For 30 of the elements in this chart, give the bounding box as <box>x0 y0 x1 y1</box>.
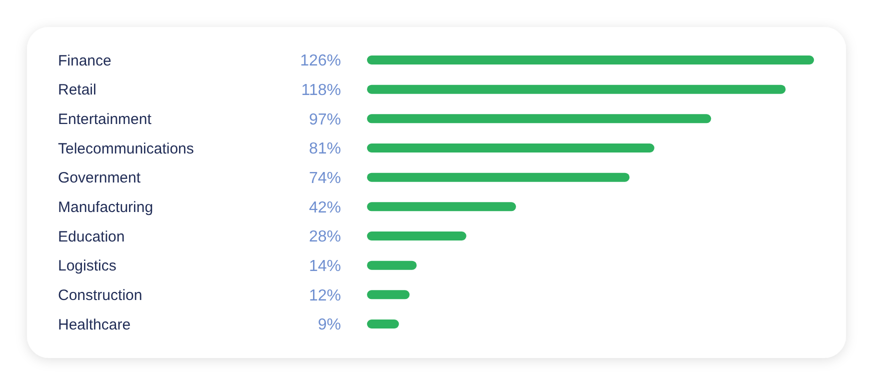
bar <box>367 232 466 240</box>
bar <box>367 84 786 94</box>
bar <box>367 172 630 182</box>
bar <box>367 114 712 124</box>
y-tick-label: Entertainment <box>58 110 152 128</box>
bar <box>367 260 417 270</box>
data-label: 97% <box>308 111 341 128</box>
y-tick-label: Healthcare <box>58 316 131 334</box>
data-label: 42% <box>308 199 341 216</box>
y-tick-label: Telecommunications <box>58 140 194 158</box>
bar <box>367 202 516 212</box>
y-tick-label: Logistics <box>58 258 116 275</box>
data-label: 81% <box>308 140 341 158</box>
y-tick-label: Finance <box>58 52 112 70</box>
data-label: 14% <box>308 258 341 275</box>
y-tick-label: Retail <box>58 82 96 99</box>
y-tick-label: Government <box>58 170 142 187</box>
data-label: 9% <box>318 316 341 334</box>
bar <box>367 144 654 152</box>
bar <box>367 56 814 64</box>
y-tick-label: Construction <box>58 286 142 304</box>
bar <box>367 290 410 300</box>
data-label: 74% <box>308 170 341 187</box>
y-tick-label: Manufacturing <box>58 198 154 216</box>
data-label: 118% <box>301 82 341 99</box>
bar <box>367 320 399 328</box>
y-tick-label: Education <box>58 228 125 246</box>
data-label: 12% <box>308 287 341 304</box>
data-label: 28% <box>308 228 341 246</box>
data-label: 126% <box>300 52 341 70</box>
